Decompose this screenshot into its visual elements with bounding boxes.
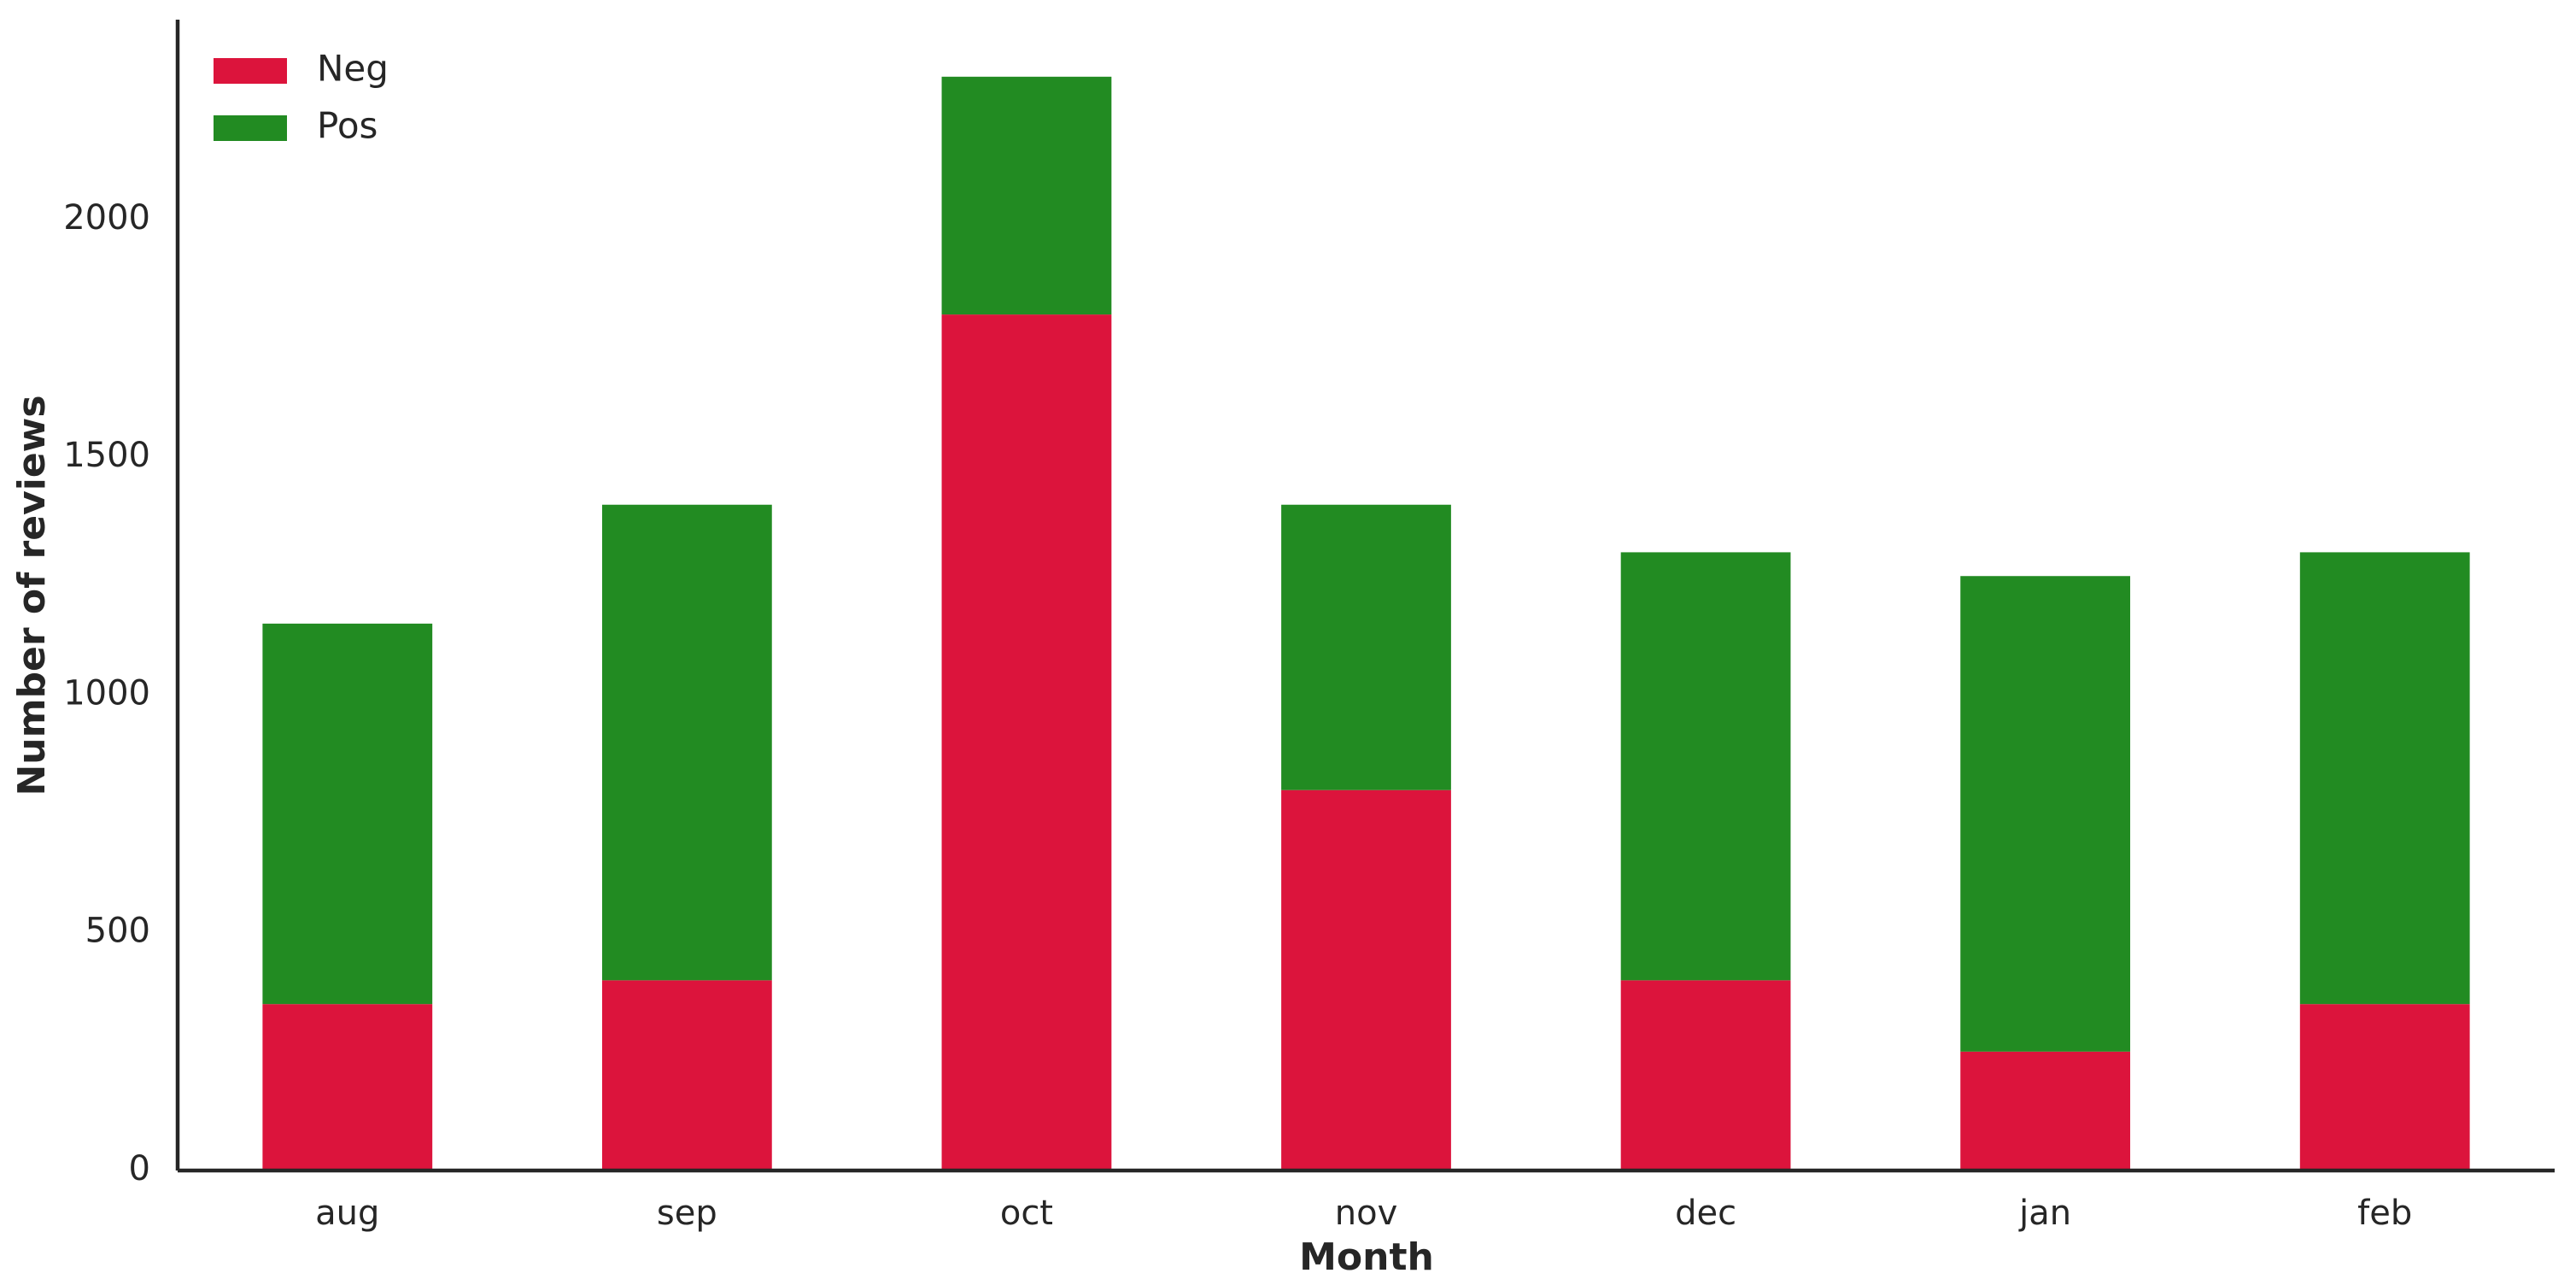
bar-segment — [262, 623, 433, 1005]
x-axis-label: Month — [1299, 1235, 1434, 1279]
y-tick-label: 2000 — [63, 198, 150, 238]
bar-segment — [601, 504, 772, 981]
bar-segment — [941, 76, 1112, 315]
bar-segment — [262, 1004, 433, 1171]
x-tick-label: jan — [2018, 1194, 2071, 1233]
bar-segment — [2299, 1004, 2470, 1171]
x-tick-label: nov — [1335, 1194, 1398, 1233]
legend: Neg Pos — [214, 48, 389, 147]
bar-segment — [941, 314, 1112, 1171]
legend-label: Neg — [317, 48, 389, 90]
bar-segment — [1960, 1051, 2131, 1171]
x-tick-label: aug — [315, 1194, 379, 1233]
bar-segment — [1281, 504, 1451, 790]
x-tick-label: sep — [657, 1194, 717, 1233]
x-tick-label: feb — [2357, 1194, 2412, 1233]
y-tick-label: 1000 — [63, 673, 150, 713]
y-tick-label: 0 — [129, 1149, 150, 1188]
legend-label: Pos — [317, 105, 378, 147]
bar-segment — [601, 980, 772, 1171]
y-tick-label: 500 — [85, 912, 150, 951]
x-tick-label: oct — [1000, 1194, 1053, 1233]
legend-swatch — [214, 58, 287, 84]
y-tick-label: 1500 — [63, 436, 150, 475]
bar-segment — [1960, 576, 2131, 1052]
x-tick-label: dec — [1675, 1194, 1736, 1233]
legend-swatch — [214, 115, 287, 141]
bar-segment — [2299, 552, 2470, 1005]
bar-segment — [1620, 980, 1791, 1171]
bar-segment — [1620, 552, 1791, 981]
bar-segment — [1281, 789, 1451, 1171]
y-axis-label: Number of reviews — [10, 395, 54, 795]
